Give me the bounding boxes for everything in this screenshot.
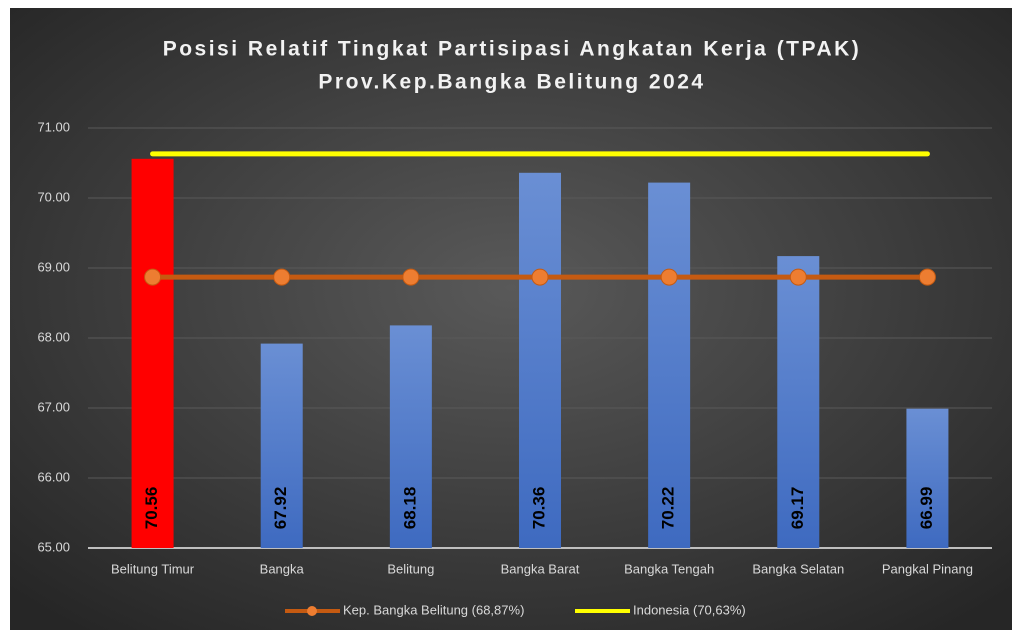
- chart-title: Posisi Relatif Tingkat Partisipasi Angka…: [163, 38, 862, 61]
- x-tick-label: Bangka Tengah: [624, 561, 714, 576]
- bar: [648, 182, 691, 548]
- y-tick-label: 68.00: [37, 329, 70, 344]
- x-tick-label: Bangka Selatan: [752, 561, 844, 576]
- line-marker: [660, 268, 678, 286]
- bar: [131, 158, 174, 549]
- data-label: 70.36: [529, 487, 548, 530]
- bar: [906, 408, 949, 548]
- y-tick-label: 71.00: [37, 119, 70, 134]
- x-tick-label: Pangkal Pinang: [882, 561, 973, 576]
- x-tick-label: Belitung Timur: [111, 561, 195, 576]
- line-marker: [273, 268, 291, 286]
- data-label: 66.99: [917, 487, 936, 530]
- line-marker: [789, 268, 807, 286]
- legend-label: Indonesia (70,63%): [633, 602, 746, 617]
- x-tick-label: Bangka: [260, 561, 305, 576]
- x-tick-label: Belitung: [387, 561, 434, 576]
- data-label: 69.17: [788, 487, 807, 530]
- chart-background: [10, 8, 1012, 630]
- y-tick-label: 65.00: [37, 539, 70, 554]
- line-marker: [918, 268, 936, 286]
- data-label: 68.18: [400, 487, 419, 530]
- bar: [389, 325, 432, 548]
- bar: [777, 256, 820, 548]
- bar: [519, 172, 561, 549]
- x-tick-label: Bangka Barat: [501, 561, 580, 576]
- data-label: 67.92: [271, 487, 290, 530]
- legend-label: Kep. Bangka Belitung (68,87%): [343, 602, 524, 617]
- bar: [260, 343, 303, 548]
- data-label: 70.56: [142, 487, 161, 530]
- y-tick-label: 69.00: [37, 259, 70, 274]
- y-tick-label: 70.00: [37, 189, 70, 204]
- line-marker: [531, 268, 549, 286]
- y-tick-label: 67.00: [37, 399, 70, 414]
- y-tick-label: 66.00: [37, 469, 70, 484]
- chart-subtitle: Prov.Kep.Bangka Belitung 2024: [318, 71, 705, 94]
- line-marker: [144, 268, 162, 286]
- data-label: 70.22: [659, 487, 678, 530]
- line-marker: [402, 268, 420, 286]
- legend-marker: [307, 606, 317, 616]
